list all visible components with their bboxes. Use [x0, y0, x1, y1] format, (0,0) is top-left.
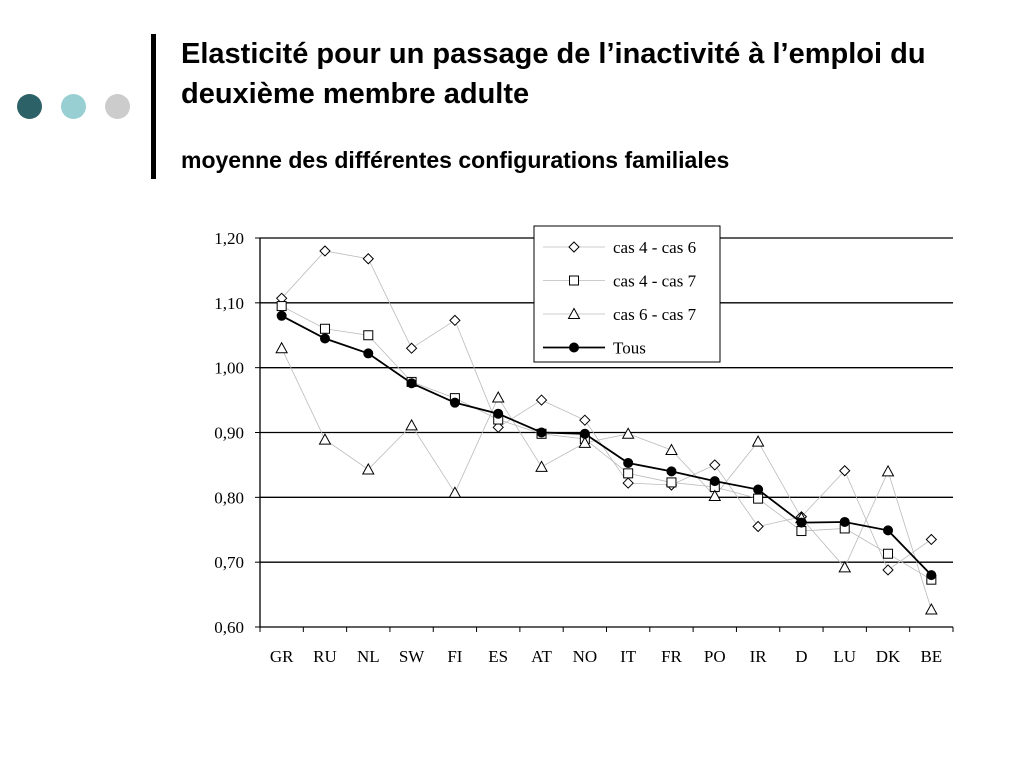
x-tick-label: NL [357, 647, 380, 666]
legend-label: cas 6 - cas 7 [613, 305, 697, 324]
y-tick-label: 0,80 [214, 488, 244, 507]
series-3-point [665, 443, 678, 456]
y-tick-label: 0,60 [214, 618, 244, 637]
series-2-point [883, 548, 894, 559]
series-4-point [319, 333, 330, 344]
y-tick-label: 0,90 [214, 424, 244, 443]
series-2-point [363, 330, 374, 341]
decor-dot-3 [105, 94, 130, 119]
legend-marker [569, 275, 579, 286]
series-3-point [578, 436, 592, 448]
x-tick-label: BE [920, 647, 942, 666]
series-2-point [623, 468, 634, 479]
series-1-point [752, 520, 764, 533]
series-2-point [753, 493, 764, 504]
legend-marker [568, 241, 580, 253]
series-1-point [925, 533, 938, 546]
y-tick-label: 1,10 [214, 294, 244, 313]
series-3-point [708, 489, 722, 502]
series-3-point [448, 486, 462, 498]
series-3-point [924, 602, 938, 615]
legend-marker [569, 342, 579, 353]
series-line-2 [281, 305, 932, 581]
legend-box [533, 225, 721, 363]
series-3-point [535, 460, 548, 472]
series-3-point [275, 341, 289, 354]
decor-dot-2 [61, 94, 86, 119]
title-divider-bar [151, 34, 156, 179]
series-4-point [623, 457, 634, 468]
y-tick-label: 1,20 [214, 229, 244, 248]
x-tick-label: AT [531, 647, 552, 666]
x-tick-label: D [795, 647, 807, 666]
x-tick-label: LU [833, 647, 856, 666]
x-tick-label: ES [488, 647, 508, 666]
series-4-point [449, 397, 460, 408]
series-line-4 [281, 315, 932, 576]
series-4-point [579, 428, 590, 439]
series-4-point [406, 378, 417, 389]
series-4-point [363, 348, 374, 359]
series-1-point [319, 245, 331, 257]
series-2-point [666, 477, 677, 488]
x-tick-label: DK [876, 647, 901, 666]
series-1-point [579, 414, 591, 426]
series-4-point [753, 484, 764, 495]
series-4-point [796, 517, 807, 528]
series-line-3 [281, 348, 932, 610]
series-3-point [621, 427, 635, 439]
series-1-point [622, 477, 634, 489]
series-2-point [276, 301, 287, 312]
x-tick-label: RU [313, 647, 337, 666]
series-line-1 [281, 250, 932, 571]
decor-dot-1 [17, 94, 42, 119]
x-tick-label: IR [750, 647, 768, 666]
slide-title: Elasticité pour un passage de l’inactivi… [181, 38, 926, 110]
series-4-point [276, 310, 287, 321]
series-2-point [319, 323, 330, 334]
x-tick-label: PO [704, 647, 726, 666]
series-4-point [839, 516, 850, 527]
legend-label: cas 4 - cas 7 [613, 272, 697, 291]
series-1-point [839, 465, 851, 477]
x-tick-label: IT [620, 647, 637, 666]
series-4-point [493, 408, 504, 419]
series-3-point [361, 462, 375, 475]
series-3-point [405, 418, 418, 431]
x-tick-label: FR [661, 647, 682, 666]
series-1-point [709, 459, 721, 471]
x-tick-label: FI [447, 647, 462, 666]
series-1-point [449, 314, 461, 327]
series-2-point [796, 526, 807, 537]
series-1-point [362, 253, 374, 265]
series-4-point [926, 570, 937, 581]
y-tick-label: 0,70 [214, 553, 244, 572]
series-3-point [751, 435, 765, 447]
series-3-point [881, 464, 895, 477]
x-tick-label: GR [270, 647, 294, 666]
series-4-point [536, 427, 547, 438]
series-3-point [318, 433, 332, 445]
series-1-point [492, 421, 504, 434]
legend-label: cas 4 - cas 6 [613, 238, 696, 257]
y-tick-label: 1,00 [214, 359, 244, 378]
legend-label: Tous [613, 339, 646, 358]
series-1-point [535, 394, 548, 406]
series-3-point [838, 560, 852, 573]
x-tick-label: SW [399, 647, 425, 666]
series-1-point [405, 342, 418, 354]
series-3-point [491, 390, 505, 403]
series-4-point [883, 525, 894, 536]
x-tick-label: NO [573, 647, 598, 666]
series-1-point [882, 564, 894, 576]
slide-subtitle: moyenne des différentes configurations f… [181, 147, 730, 173]
series-4-point [666, 466, 677, 477]
series-4-point [709, 476, 720, 487]
legend-marker [567, 307, 581, 319]
